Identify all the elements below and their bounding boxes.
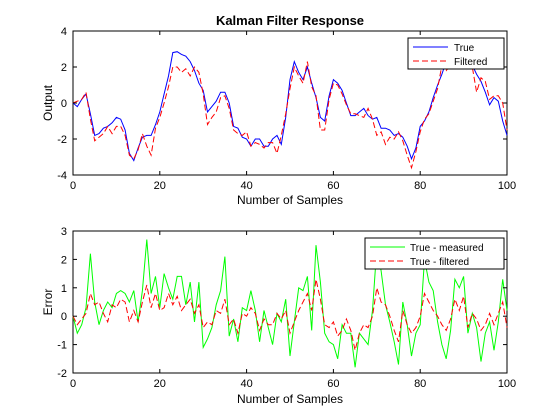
output-x-tick-label: 100	[498, 180, 516, 192]
output-y-tick-label: -2	[57, 134, 67, 146]
error-y-tick-label: 2	[61, 254, 67, 266]
legend-label-filtered: Filtered	[454, 57, 487, 68]
legend-label-true-filtered: True - filtered	[410, 257, 469, 268]
error-x-axis-label: Number of Samples	[237, 392, 343, 406]
legend-label-true-measured: True - measured	[410, 243, 484, 254]
error-x-tick-label: 20	[154, 378, 166, 390]
error-x-tick-label: 60	[327, 378, 339, 390]
output-x-tick-label: 80	[414, 180, 426, 192]
error-legend-box	[364, 237, 505, 270]
error-panel: 0 20 40 60 80 100 -2 -1 0 1 2 3 Number of Samples E…	[41, 226, 516, 406]
error-y-tick-label: 0	[61, 311, 67, 323]
error-y-axis-label: Error	[41, 289, 55, 316]
legend-label-true: True	[454, 43, 475, 54]
error-x-tick-label: 40	[240, 378, 252, 390]
output-y-axis-label: Output	[41, 84, 55, 121]
error-y-tick-label: 1	[61, 283, 67, 295]
output-series-line-1	[72, 39, 508, 170]
output-y-tick-label: 2	[61, 62, 67, 74]
output-y-tick-label: 0	[61, 98, 67, 110]
output-y-tick-label: 4	[61, 26, 67, 38]
error-ticks-group: 0 20 40 60 80 100 -2 -1 0 1 2 3	[57, 226, 516, 390]
output-ticks-group: 0 20 40 60 80 100 -4 -2 0 2 4	[57, 26, 516, 192]
error-x-tick-label: 80	[414, 378, 426, 390]
error-y-tick-label: -1	[57, 340, 67, 352]
error-series-line-1	[72, 279, 508, 351]
output-legend-box	[407, 37, 505, 70]
output-x-tick-label: 40	[240, 180, 252, 192]
error-x-tick-label: 0	[70, 378, 76, 390]
error-series-line-0	[72, 239, 508, 368]
chart-title: Kalman Filter Response	[216, 13, 364, 28]
output-y-tick-label: -4	[57, 170, 67, 182]
output-x-axis-label: Number of Samples	[237, 193, 343, 207]
output-x-tick-label: 60	[327, 180, 339, 192]
error-x-tick-label: 100	[498, 378, 516, 390]
output-series-line-0	[72, 42, 508, 162]
output-panel: 0 20 40 60 80 100 -4 -2 0 2 4 Kalman Filter Respon…	[41, 13, 516, 207]
error-series-group	[72, 239, 508, 368]
error-y-tick-label: 3	[61, 226, 67, 238]
output-series-group	[72, 39, 508, 170]
error-legend: True - measured True - filtered	[364, 237, 505, 270]
output-x-tick-label: 0	[70, 180, 76, 192]
error-y-tick-label: -2	[57, 368, 67, 380]
output-legend: True Filtered	[407, 37, 505, 70]
output-x-tick-label: 20	[154, 180, 166, 192]
